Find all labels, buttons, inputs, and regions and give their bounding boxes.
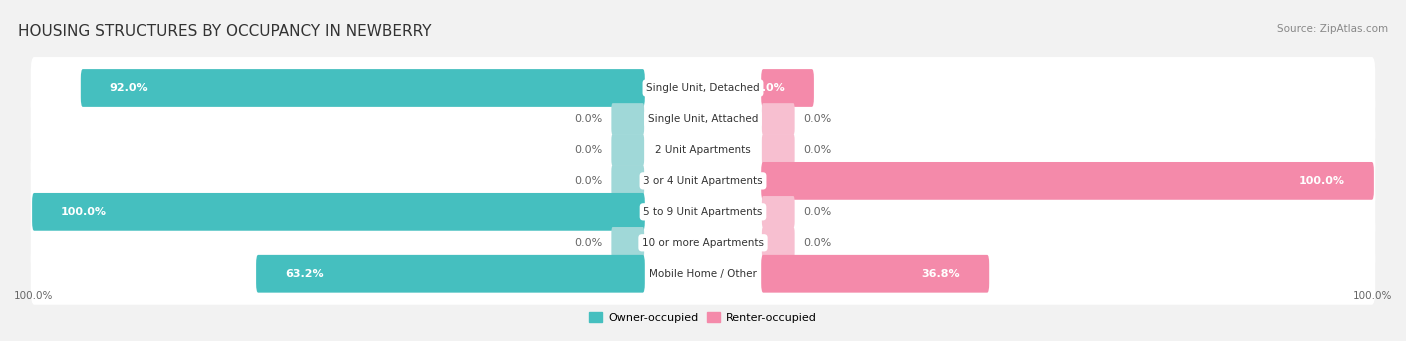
Text: 8.0%: 8.0% bbox=[755, 83, 785, 93]
FancyBboxPatch shape bbox=[31, 88, 1375, 150]
FancyBboxPatch shape bbox=[762, 103, 794, 135]
FancyBboxPatch shape bbox=[31, 243, 1375, 305]
FancyBboxPatch shape bbox=[761, 255, 990, 293]
FancyBboxPatch shape bbox=[761, 69, 814, 107]
FancyBboxPatch shape bbox=[31, 212, 1375, 274]
FancyBboxPatch shape bbox=[256, 255, 645, 293]
FancyBboxPatch shape bbox=[762, 134, 794, 166]
Text: 3 or 4 Unit Apartments: 3 or 4 Unit Apartments bbox=[643, 176, 763, 186]
Text: 10 or more Apartments: 10 or more Apartments bbox=[643, 238, 763, 248]
Text: 63.2%: 63.2% bbox=[285, 269, 323, 279]
Text: 92.0%: 92.0% bbox=[110, 83, 148, 93]
FancyBboxPatch shape bbox=[612, 103, 644, 135]
Legend: Owner-occupied, Renter-occupied: Owner-occupied, Renter-occupied bbox=[585, 308, 821, 327]
Text: Source: ZipAtlas.com: Source: ZipAtlas.com bbox=[1277, 24, 1388, 34]
Text: 0.0%: 0.0% bbox=[575, 238, 603, 248]
FancyBboxPatch shape bbox=[80, 69, 645, 107]
FancyBboxPatch shape bbox=[762, 227, 794, 258]
Text: 0.0%: 0.0% bbox=[575, 145, 603, 155]
Text: 0.0%: 0.0% bbox=[575, 176, 603, 186]
FancyBboxPatch shape bbox=[762, 196, 794, 228]
Text: 0.0%: 0.0% bbox=[803, 238, 831, 248]
FancyBboxPatch shape bbox=[612, 165, 644, 197]
FancyBboxPatch shape bbox=[612, 134, 644, 166]
Text: 0.0%: 0.0% bbox=[803, 145, 831, 155]
FancyBboxPatch shape bbox=[612, 227, 644, 258]
FancyBboxPatch shape bbox=[32, 193, 645, 231]
Text: 0.0%: 0.0% bbox=[575, 114, 603, 124]
Text: 36.8%: 36.8% bbox=[922, 269, 960, 279]
Text: 0.0%: 0.0% bbox=[803, 207, 831, 217]
Text: 100.0%: 100.0% bbox=[14, 291, 53, 301]
Text: Mobile Home / Other: Mobile Home / Other bbox=[650, 269, 756, 279]
Text: Single Unit, Detached: Single Unit, Detached bbox=[647, 83, 759, 93]
Text: HOUSING STRUCTURES BY OCCUPANCY IN NEWBERRY: HOUSING STRUCTURES BY OCCUPANCY IN NEWBE… bbox=[18, 24, 432, 39]
FancyBboxPatch shape bbox=[31, 181, 1375, 243]
FancyBboxPatch shape bbox=[761, 162, 1374, 200]
Text: 100.0%: 100.0% bbox=[1353, 291, 1392, 301]
FancyBboxPatch shape bbox=[31, 150, 1375, 212]
FancyBboxPatch shape bbox=[31, 57, 1375, 119]
Text: Single Unit, Attached: Single Unit, Attached bbox=[648, 114, 758, 124]
Text: 5 to 9 Unit Apartments: 5 to 9 Unit Apartments bbox=[644, 207, 762, 217]
Text: 2 Unit Apartments: 2 Unit Apartments bbox=[655, 145, 751, 155]
Text: 0.0%: 0.0% bbox=[803, 114, 831, 124]
Text: 100.0%: 100.0% bbox=[60, 207, 107, 217]
FancyBboxPatch shape bbox=[31, 119, 1375, 181]
Text: 100.0%: 100.0% bbox=[1299, 176, 1346, 186]
